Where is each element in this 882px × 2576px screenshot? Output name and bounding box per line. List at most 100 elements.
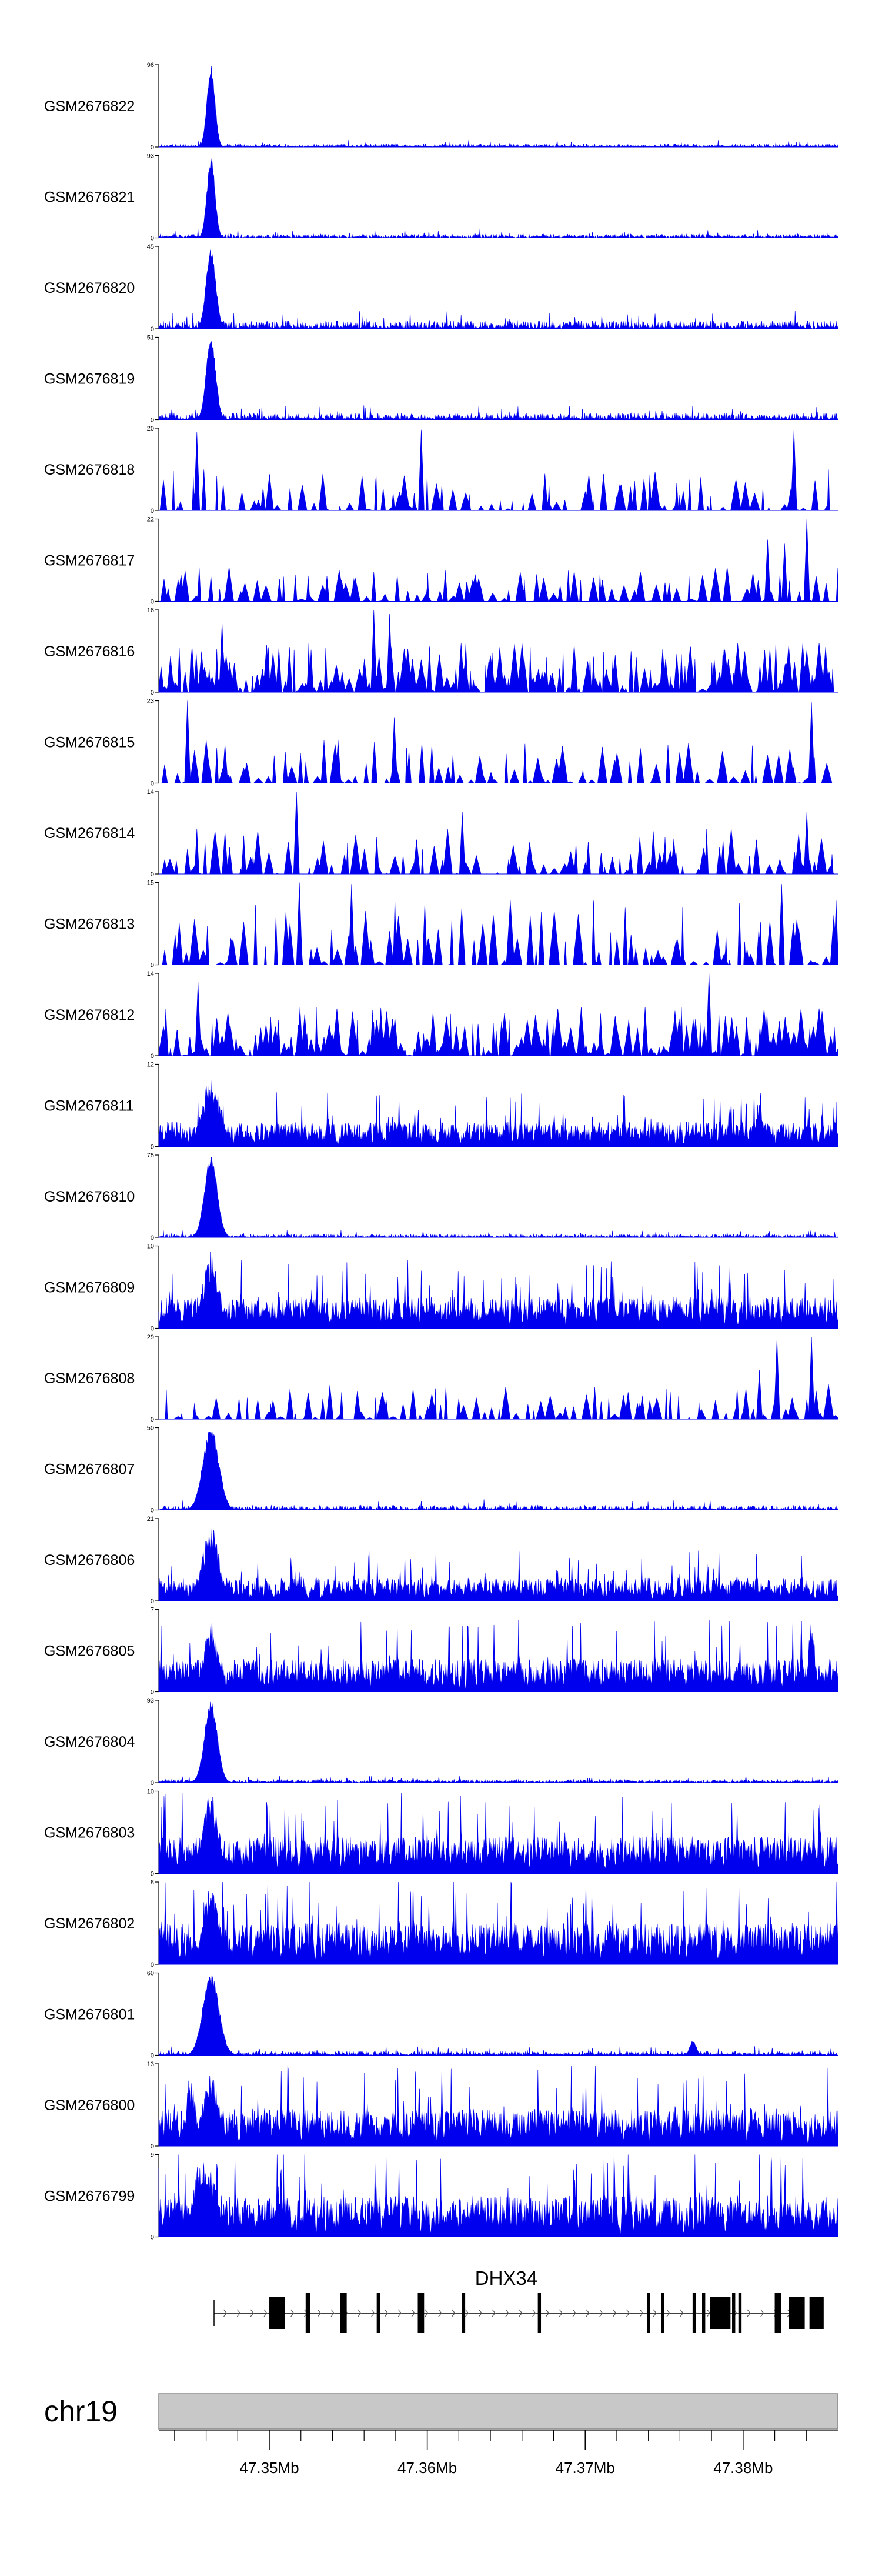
gene-track: DHX34 — [213, 2267, 824, 2333]
y-axis-min-label: 0 — [151, 508, 154, 515]
signal-area — [159, 882, 838, 966]
y-axis-min-label: 0 — [151, 689, 154, 696]
gene-exon — [646, 2293, 650, 2333]
y-axis-max-label: 13 — [147, 2061, 154, 2068]
track-label: GSM2676814 — [44, 825, 135, 842]
track-label: GSM2676808 — [44, 1370, 135, 1387]
strand-chevron — [290, 2309, 295, 2317]
y-axis-min-label: 0 — [151, 871, 154, 878]
signal-area — [158, 1974, 838, 2056]
strand-chevron — [438, 2309, 442, 2317]
signal-area — [158, 66, 838, 148]
gene-exon — [305, 2293, 310, 2333]
strand-chevron — [236, 2309, 241, 2317]
y-axis-min-label: 0 — [151, 326, 154, 333]
chromosome-band — [158, 2393, 838, 2430]
strand-chevron — [747, 2309, 751, 2317]
y-axis-max-label: 45 — [147, 243, 154, 251]
strand-chevron — [639, 2309, 644, 2317]
y-axis-min-label: 0 — [151, 235, 154, 242]
y-axis-min-label: 0 — [151, 1507, 154, 1514]
track-label: GSM2676818 — [44, 462, 135, 478]
gene-exon — [269, 2297, 285, 2329]
signal-area — [159, 791, 838, 875]
track-GSM2676808: GSM2676808 29 0 — [44, 1334, 838, 1423]
signal-area — [158, 609, 838, 693]
gene-exon — [738, 2293, 742, 2333]
track-label: GSM2676801 — [44, 2007, 135, 2023]
gene-exon — [340, 2293, 347, 2333]
track-label: GSM2676807 — [44, 1461, 135, 1478]
strand-chevron — [680, 2309, 684, 2317]
strand-chevron — [452, 2309, 456, 2317]
track-GSM2676810: GSM2676810 75 0 — [44, 1152, 838, 1242]
gene-exon — [732, 2293, 736, 2333]
strand-chevron — [519, 2309, 523, 2317]
y-axis-min-label: 0 — [151, 1326, 154, 1333]
y-axis-min-label: 0 — [151, 1689, 154, 1696]
track-GSM2676804: GSM2676804 93 0 — [44, 1697, 838, 1787]
signal-area — [158, 1701, 838, 1784]
y-axis-max-label: 93 — [147, 153, 154, 160]
y-axis-max-label: 75 — [147, 1152, 154, 1159]
signal-area — [159, 519, 838, 602]
gene-exon — [692, 2293, 696, 2333]
gene-exon — [537, 2293, 542, 2333]
track-GSM2676809: GSM2676809 10 0 — [44, 1243, 838, 1333]
signal-area — [158, 2066, 838, 2147]
signal-area — [159, 700, 838, 784]
track-GSM2676802: GSM2676802 8 0 — [44, 1879, 838, 1968]
signal-area — [158, 1793, 838, 1874]
strand-chevron — [411, 2309, 415, 2317]
strand-chevron — [613, 2309, 617, 2317]
track-label: GSM2676809 — [44, 1280, 135, 1296]
strand-chevron — [478, 2309, 483, 2317]
chromosome-label: chr19 — [44, 2395, 118, 2428]
y-axis-max-label: 60 — [147, 1970, 154, 1977]
strand-chevron — [545, 2309, 550, 2317]
track-label: GSM2676800 — [44, 2097, 135, 2114]
signal-area — [159, 1336, 838, 1420]
signal-area — [158, 2154, 838, 2237]
strand-chevron — [572, 2309, 576, 2317]
strand-chevron — [330, 2309, 335, 2317]
y-axis-max-label: 50 — [147, 1425, 154, 1432]
gene-exon — [376, 2293, 380, 2333]
gene-exon — [417, 2293, 425, 2333]
y-axis-max-label: 15 — [147, 880, 154, 887]
y-axis-min-label: 0 — [151, 1598, 154, 1605]
strand-chevron — [760, 2309, 764, 2317]
y-axis-min-label: 0 — [151, 1053, 154, 1060]
track-label: GSM2676802 — [44, 1916, 135, 1932]
gene-exon — [710, 2297, 731, 2329]
y-axis-min-label: 0 — [151, 1416, 154, 1423]
strand-chevron — [358, 2309, 362, 2317]
track-GSM2676822: GSM2676822 96 0 — [44, 62, 838, 151]
y-axis-min-label: 0 — [151, 417, 154, 424]
track-label: GSM2676803 — [44, 1825, 135, 1841]
track-GSM2676805: GSM2676805 7 0 — [44, 1607, 838, 1696]
y-axis-max-label: 51 — [147, 335, 154, 342]
strand-chevron — [263, 2309, 268, 2317]
signal-area — [158, 1620, 838, 1692]
signal-area — [158, 1527, 838, 1601]
y-axis-min-label: 0 — [151, 2143, 154, 2150]
track-label: GSM2676816 — [44, 643, 135, 660]
track-label: GSM2676804 — [44, 1734, 135, 1750]
strand-chevron — [425, 2309, 429, 2317]
y-axis-min-label: 0 — [151, 144, 154, 151]
y-axis-max-label: 29 — [147, 1334, 154, 1341]
y-axis-max-label: 96 — [147, 62, 154, 69]
track-GSM2676821: GSM2676821 93 0 — [44, 153, 838, 242]
track-GSM2676819: GSM2676819 51 0 — [44, 335, 838, 424]
strand-chevron — [505, 2309, 509, 2317]
track-label: GSM2676820 — [44, 280, 135, 296]
axis-tick-label: 47.37Mb — [556, 2459, 615, 2477]
track-GSM2676813: GSM2676813 15 0 — [44, 880, 838, 969]
y-axis-max-label: 23 — [147, 698, 154, 705]
gene-exon — [809, 2297, 824, 2329]
y-axis-min-label: 0 — [151, 2053, 154, 2060]
y-axis-max-label: 7 — [151, 1607, 154, 1614]
signal-area — [158, 340, 838, 421]
